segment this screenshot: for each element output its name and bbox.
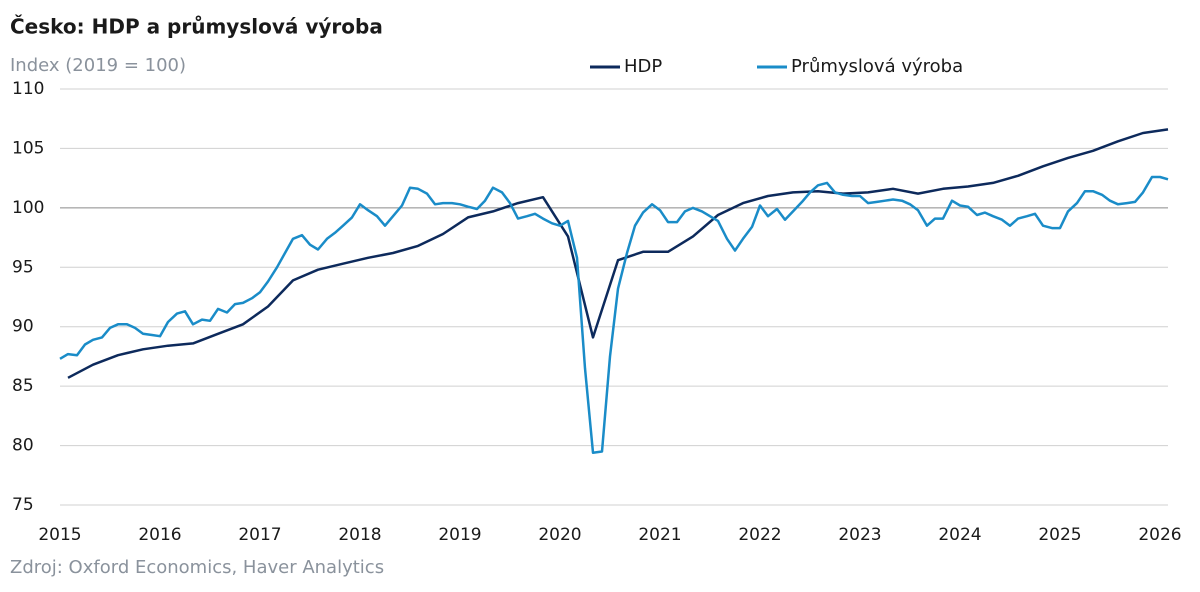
- x-tick-label: 2024: [938, 525, 981, 545]
- x-tick-label: 2017: [238, 525, 281, 545]
- x-tick-label: 2018: [338, 525, 381, 545]
- x-tick-label: 2025: [1038, 525, 1081, 545]
- y-tick-label: 90: [12, 317, 34, 337]
- y-tick-label: 105: [12, 138, 44, 158]
- series-line: [67, 128, 1169, 379]
- x-tick-label: 2015: [38, 525, 81, 545]
- y-tick-label: 110: [12, 79, 44, 99]
- x-tick-label: 2021: [638, 525, 681, 545]
- x-tick-label: 2023: [838, 525, 881, 545]
- chart-title: Česko: HDP a průmyslová výroba: [10, 15, 383, 39]
- x-tick-label: 2019: [438, 525, 481, 545]
- chart-subtitle: Index (2019 = 100): [10, 55, 186, 76]
- series-line: [59, 175, 1169, 454]
- x-tick-label: 2016: [138, 525, 181, 545]
- y-tick-label: 80: [12, 436, 34, 456]
- source-note: Zdroj: Oxford Economics, Haver Analytics: [10, 557, 384, 578]
- y-tick-label: 75: [12, 495, 34, 515]
- legend-label: HDP: [624, 56, 662, 77]
- x-tick-label: 2022: [738, 525, 781, 545]
- x-tick-label: 2020: [538, 525, 581, 545]
- legend-label: Průmyslová výroba: [791, 56, 963, 77]
- y-tick-label: 85: [12, 376, 34, 396]
- y-tick-label: 100: [12, 198, 44, 218]
- y-tick-label: 95: [12, 257, 34, 277]
- x-tick-label: 2026: [1138, 525, 1181, 545]
